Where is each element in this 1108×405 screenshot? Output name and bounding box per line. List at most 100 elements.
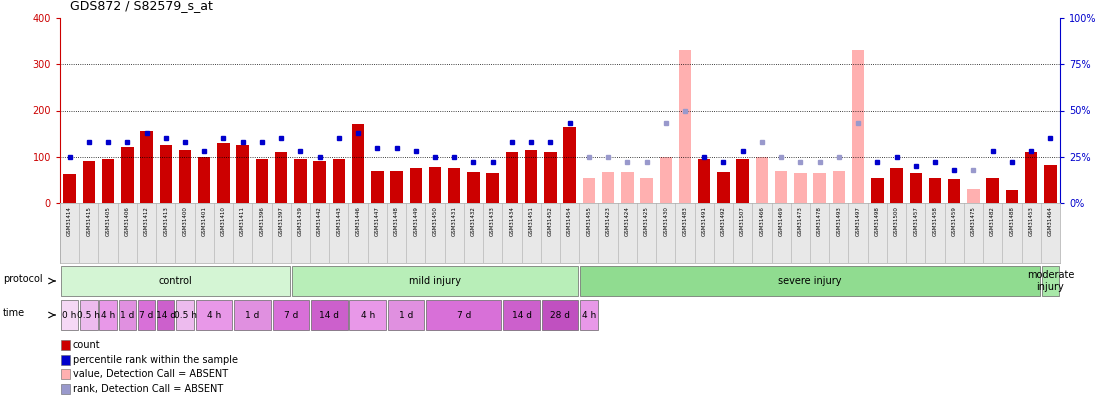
Bar xyxy=(602,172,614,203)
Text: GSM31400: GSM31400 xyxy=(183,206,187,236)
Bar xyxy=(581,300,597,330)
Bar xyxy=(832,171,845,203)
Bar xyxy=(679,50,691,203)
Text: GSM31423: GSM31423 xyxy=(606,206,611,236)
Text: GSM31414: GSM31414 xyxy=(68,206,72,236)
Bar xyxy=(544,152,556,203)
Text: GSM31458: GSM31458 xyxy=(933,206,937,236)
Bar xyxy=(63,174,75,203)
Bar xyxy=(390,171,403,203)
Text: GSM31442: GSM31442 xyxy=(317,206,322,236)
Bar xyxy=(332,159,345,203)
Bar xyxy=(388,300,424,330)
Bar xyxy=(813,173,825,203)
Bar xyxy=(1042,266,1059,296)
Text: 28 d: 28 d xyxy=(550,311,570,320)
Bar xyxy=(542,300,578,330)
Bar xyxy=(119,300,136,330)
Text: 7 d: 7 d xyxy=(456,311,471,320)
Bar xyxy=(737,159,749,203)
Text: 1 d: 1 d xyxy=(120,311,134,320)
Text: GSM31430: GSM31430 xyxy=(664,206,668,236)
Text: GSM31453: GSM31453 xyxy=(1028,206,1034,236)
Text: percentile rank within the sample: percentile rank within the sample xyxy=(73,355,238,365)
Text: GSM31498: GSM31498 xyxy=(875,206,880,236)
Text: GSM31459: GSM31459 xyxy=(952,206,956,236)
Bar xyxy=(157,300,174,330)
Bar xyxy=(410,168,422,203)
Text: GSM31415: GSM31415 xyxy=(86,206,91,236)
Bar xyxy=(234,300,270,330)
Text: GSM31466: GSM31466 xyxy=(759,206,765,236)
Text: GSM31425: GSM31425 xyxy=(644,206,649,236)
Bar xyxy=(160,145,172,203)
Bar xyxy=(640,177,653,203)
Bar xyxy=(141,131,153,203)
Text: GSM31401: GSM31401 xyxy=(202,206,207,236)
Bar xyxy=(196,300,232,330)
Text: GSM31469: GSM31469 xyxy=(779,206,783,236)
Text: 4 h: 4 h xyxy=(360,311,375,320)
Bar xyxy=(622,172,634,203)
Bar xyxy=(61,384,70,394)
Bar xyxy=(852,50,864,203)
Bar xyxy=(121,147,134,203)
Bar xyxy=(102,159,114,203)
Text: GSM31449: GSM31449 xyxy=(413,206,418,236)
Bar xyxy=(503,300,540,330)
Text: GSM31500: GSM31500 xyxy=(894,206,899,236)
Text: severe injury: severe injury xyxy=(778,276,842,286)
Bar xyxy=(717,172,730,203)
Text: moderate
injury: moderate injury xyxy=(1027,270,1074,292)
Bar xyxy=(794,173,807,203)
Text: 7 d: 7 d xyxy=(140,311,154,320)
Bar xyxy=(698,159,710,203)
Text: 14 d: 14 d xyxy=(156,311,176,320)
Bar xyxy=(236,145,249,203)
Text: GSM31443: GSM31443 xyxy=(337,206,341,236)
Text: GSM31455: GSM31455 xyxy=(586,206,592,236)
Text: GSM31434: GSM31434 xyxy=(510,206,514,236)
Text: GSM31488: GSM31488 xyxy=(1009,206,1015,236)
Text: 4 h: 4 h xyxy=(101,311,115,320)
Bar xyxy=(371,171,383,203)
Bar xyxy=(468,172,480,203)
Text: GSM31412: GSM31412 xyxy=(144,206,150,236)
Text: GSM31483: GSM31483 xyxy=(683,206,687,236)
Bar xyxy=(756,157,768,203)
Text: 0.5 h: 0.5 h xyxy=(174,311,196,320)
Text: 0.5 h: 0.5 h xyxy=(78,311,101,320)
Text: 0 h: 0 h xyxy=(62,311,76,320)
Bar xyxy=(100,300,116,330)
Text: GSM31482: GSM31482 xyxy=(991,206,995,236)
Text: GSM31450: GSM31450 xyxy=(432,206,438,236)
Text: protocol: protocol xyxy=(3,275,42,284)
Bar xyxy=(80,300,98,330)
Bar xyxy=(61,266,290,296)
Text: GSM31452: GSM31452 xyxy=(547,206,553,236)
Text: GSM31410: GSM31410 xyxy=(220,206,226,236)
Text: GSM31396: GSM31396 xyxy=(259,206,265,236)
Text: GSM31478: GSM31478 xyxy=(817,206,822,236)
Bar xyxy=(891,168,903,203)
Bar xyxy=(198,157,211,203)
Bar xyxy=(525,150,537,203)
Bar xyxy=(178,150,192,203)
Text: GSM31433: GSM31433 xyxy=(490,206,495,236)
Bar xyxy=(61,340,70,350)
Text: GSM31431: GSM31431 xyxy=(452,206,456,236)
Bar xyxy=(275,152,287,203)
Bar xyxy=(505,152,519,203)
Text: mild injury: mild injury xyxy=(409,276,461,286)
Text: GSM31411: GSM31411 xyxy=(240,206,245,236)
Text: 4 h: 4 h xyxy=(582,311,596,320)
Bar xyxy=(486,173,499,203)
Text: GSM31424: GSM31424 xyxy=(625,206,629,236)
Text: 7 d: 7 d xyxy=(284,311,298,320)
Bar xyxy=(294,159,307,203)
Text: GSM31497: GSM31497 xyxy=(855,206,861,236)
Bar xyxy=(429,167,441,203)
Text: GSM31405: GSM31405 xyxy=(105,206,111,236)
Bar xyxy=(291,266,578,296)
Text: GSM31432: GSM31432 xyxy=(471,206,476,236)
